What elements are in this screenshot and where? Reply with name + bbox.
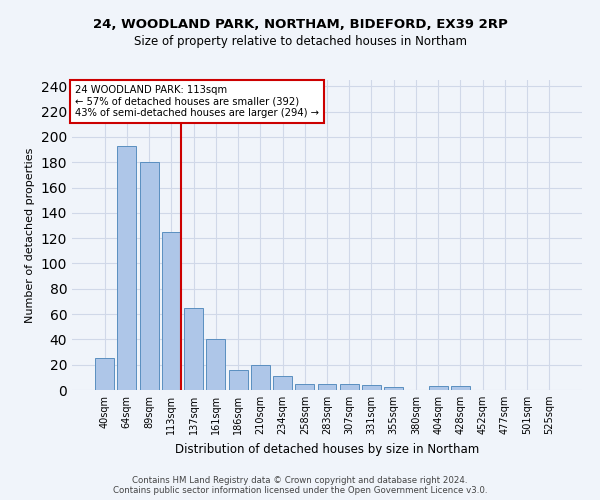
Bar: [162, 232, 181, 390]
Bar: [384, 388, 403, 390]
Bar: [118, 146, 136, 390]
X-axis label: Distribution of detached houses by size in Northam: Distribution of detached houses by size …: [175, 442, 479, 456]
Bar: [251, 364, 270, 390]
Text: Contains HM Land Registry data © Crown copyright and database right 2024.
Contai: Contains HM Land Registry data © Crown c…: [113, 476, 487, 495]
Bar: [273, 376, 292, 390]
Text: 24, WOODLAND PARK, NORTHAM, BIDEFORD, EX39 2RP: 24, WOODLAND PARK, NORTHAM, BIDEFORD, EX…: [92, 18, 508, 30]
Bar: [184, 308, 203, 390]
Bar: [206, 340, 225, 390]
Bar: [317, 384, 337, 390]
Bar: [451, 386, 470, 390]
Bar: [95, 358, 114, 390]
Bar: [340, 384, 359, 390]
Text: 24 WOODLAND PARK: 113sqm
← 57% of detached houses are smaller (392)
43% of semi-: 24 WOODLAND PARK: 113sqm ← 57% of detach…: [74, 84, 319, 118]
Bar: [140, 162, 158, 390]
Text: Size of property relative to detached houses in Northam: Size of property relative to detached ho…: [133, 35, 467, 48]
Bar: [295, 384, 314, 390]
Bar: [229, 370, 248, 390]
Y-axis label: Number of detached properties: Number of detached properties: [25, 148, 35, 322]
Bar: [429, 386, 448, 390]
Bar: [362, 385, 381, 390]
